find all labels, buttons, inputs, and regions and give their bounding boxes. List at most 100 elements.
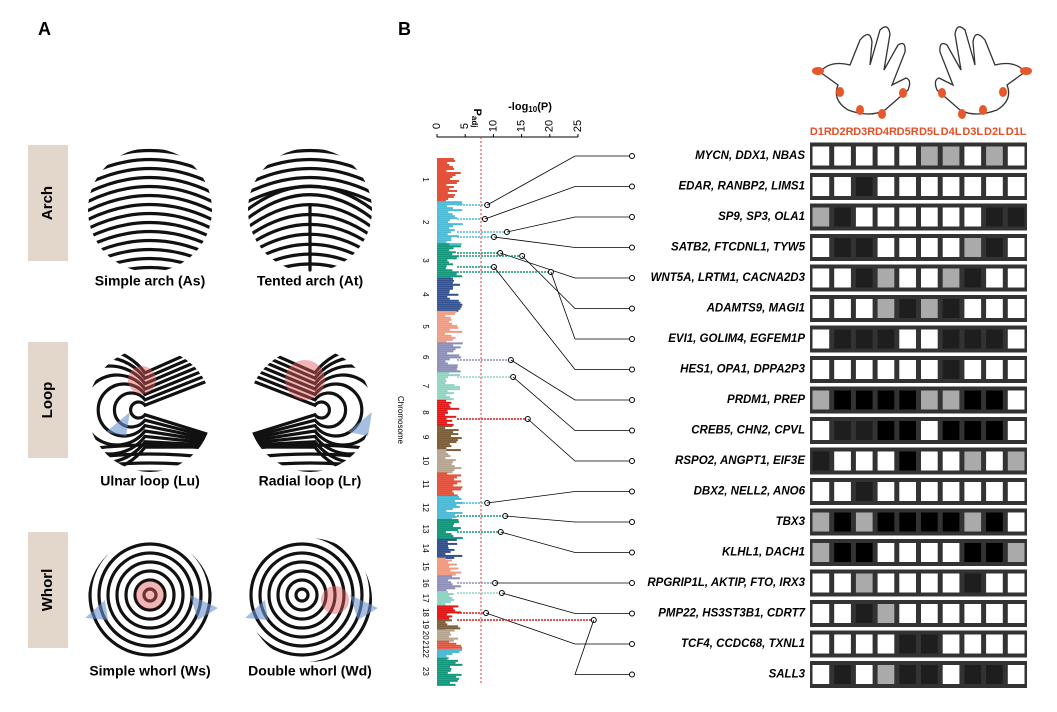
finger-label: D3L	[962, 126, 983, 138]
heat-cell	[812, 299, 830, 318]
heat-cell	[921, 146, 938, 166]
chromosome-signal	[437, 310, 457, 313]
heat-cell	[942, 268, 960, 288]
heat-cell	[855, 299, 873, 318]
ridge	[88, 461, 212, 470]
chromosome-signal	[437, 372, 450, 375]
pattern-label: Radial loop (Lr)	[259, 473, 362, 489]
chromosome-signal	[437, 421, 447, 424]
delta-highlight	[245, 600, 268, 620]
chromosome-signal	[437, 166, 453, 168]
chromosome-signal	[437, 326, 459, 329]
heat-cell	[855, 390, 873, 410]
chromosome-signal	[437, 581, 452, 584]
chromosome-signal	[437, 439, 458, 442]
chromosome-signal	[437, 419, 453, 422]
chromosome-signal	[437, 305, 462, 308]
chromosome-signal	[437, 356, 462, 359]
chromosome-signal	[437, 659, 459, 662]
chromosome-signal	[437, 681, 450, 684]
chromosome-signal	[437, 223, 463, 226]
chromosome-signal	[437, 598, 455, 601]
chromosome-signal	[437, 407, 460, 410]
heat-cell	[877, 512, 895, 532]
chromosome-signal	[437, 563, 457, 566]
chromosome-signal	[437, 605, 459, 608]
chromosome-signal	[437, 449, 447, 452]
ridge	[248, 461, 372, 470]
chromosome-signal	[437, 465, 455, 468]
chromosome-signal	[437, 575, 453, 578]
chromosome-signal	[437, 405, 451, 408]
chromosome-signal	[437, 615, 453, 618]
chromosome-signal	[437, 486, 463, 489]
heat-cell	[964, 604, 982, 623]
heat-cell	[986, 329, 1003, 349]
ridge	[129, 378, 212, 437]
heat-cell	[1007, 390, 1025, 410]
gene-label: KLHL1, DACH1	[722, 547, 805, 559]
heat-cell	[921, 512, 938, 532]
connector-end	[629, 305, 635, 312]
chromosome-signal	[437, 529, 458, 532]
heat-cell	[964, 177, 982, 196]
heat-cell	[964, 299, 982, 318]
chromosome-signal	[437, 474, 462, 477]
heat-cell	[1007, 573, 1025, 593]
heat-cell	[812, 238, 830, 257]
chromosome-signal	[437, 227, 450, 230]
chromosome-signal	[437, 336, 456, 339]
ridge	[285, 578, 319, 612]
fingertip	[856, 105, 864, 115]
ridge	[88, 230, 212, 251]
heat-cell	[855, 512, 873, 532]
core-highlight	[136, 581, 164, 609]
heat-cell	[877, 604, 895, 623]
ridge	[88, 360, 212, 447]
heat-cell	[899, 421, 916, 440]
chromosome-signal	[437, 492, 454, 495]
chromosome-signal	[437, 652, 453, 655]
chromosome-signal	[437, 587, 456, 590]
chromosome-signal	[437, 354, 460, 357]
chromosome-signal	[437, 538, 457, 541]
chromosome-signal	[437, 637, 459, 640]
ridge	[142, 587, 158, 603]
heat-cell	[942, 329, 960, 349]
core-highlight	[128, 366, 156, 394]
chromosome-signal	[437, 344, 454, 347]
chromosome-signal	[437, 293, 459, 296]
heat-cell	[1007, 329, 1025, 349]
chromosome-signal	[437, 267, 446, 270]
chromosome-signal	[437, 368, 457, 371]
heat-cell	[855, 329, 873, 349]
chromosome-signal	[437, 194, 456, 196]
chromosome-signal	[437, 625, 459, 628]
heat-cell	[1007, 146, 1025, 166]
gene-label: TCF4, CCDC68, TXNL1	[681, 638, 805, 650]
finger-label: D4L	[941, 126, 962, 138]
chromosome-signal	[437, 160, 456, 162]
x-tick-label: 0	[431, 123, 443, 129]
heat-cell	[877, 482, 895, 501]
heat-cell	[877, 146, 895, 166]
heat-cell	[942, 512, 960, 532]
heat-cell	[986, 512, 1003, 532]
gene-label: ADAMTS9, MAGI1	[706, 303, 805, 315]
chromosome-label: 2	[421, 220, 430, 225]
chromosome-signal	[437, 299, 459, 302]
ridge	[248, 538, 372, 662]
chromosome-signal	[437, 255, 459, 258]
heat-cell	[964, 451, 982, 471]
core-highlight	[321, 586, 349, 614]
chromosome-signal	[437, 168, 455, 170]
chromosome-signal	[437, 277, 453, 280]
connector	[501, 592, 630, 614]
heat-cell	[942, 360, 960, 379]
heat-cell	[812, 390, 830, 410]
heat-cell	[834, 207, 851, 227]
chromosome-signal	[437, 661, 456, 664]
chromosome-signal	[437, 663, 463, 666]
chromosome-signal	[437, 388, 461, 391]
chromosome-signal	[437, 592, 454, 595]
